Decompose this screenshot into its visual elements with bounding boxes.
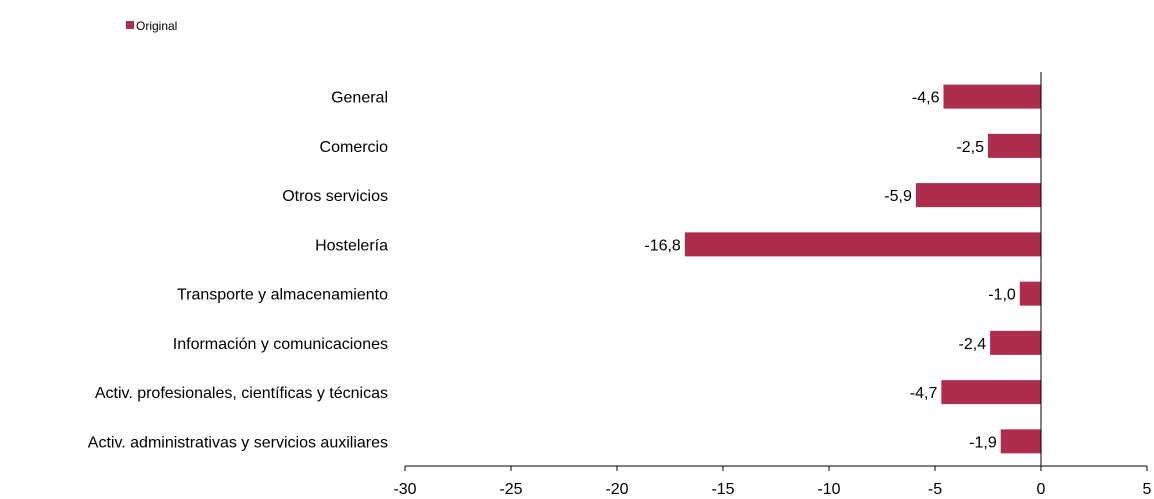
data-label: -2,4: [959, 336, 987, 353]
data-label: -16,8: [644, 237, 681, 254]
bar: [943, 84, 1041, 109]
category-label: Otros servicios: [282, 188, 388, 205]
legend-label: Original: [136, 19, 177, 33]
bar: [941, 380, 1041, 405]
x-tick-label: -15: [711, 481, 734, 498]
category-label: Hostelería: [315, 237, 388, 254]
x-tick-label: -10: [817, 481, 840, 498]
bar: [684, 232, 1041, 257]
x-tick-label: -5: [928, 481, 942, 498]
data-label: -4,7: [910, 385, 938, 402]
plot-area: General -4,6 Comercio -2,5 Otros servicios -5…: [88, 72, 1152, 498]
x-tick-label: -25: [499, 481, 522, 498]
legend: Original: [126, 19, 177, 33]
data-label: -1,0: [988, 287, 1016, 304]
category-label: Información y comunicaciones: [173, 336, 388, 353]
data-label: -5,9: [884, 188, 912, 205]
x-tick-label: -30: [393, 481, 416, 498]
bar: [915, 183, 1041, 208]
data-label: -1,9: [969, 434, 997, 451]
data-label: -2,5: [956, 139, 984, 156]
legend-swatch: [126, 21, 134, 29]
bar: [988, 133, 1041, 158]
bar: [1000, 429, 1041, 454]
x-tick-label: 0: [1037, 481, 1046, 498]
category-label: Transporte y almacenamiento: [177, 287, 388, 304]
x-tick-label: 5: [1143, 481, 1152, 498]
category-label: Activ. administrativas y servicios auxil…: [88, 434, 388, 451]
data-label: -4,6: [912, 90, 940, 107]
bar: [990, 330, 1041, 355]
category-label: General: [331, 90, 388, 107]
bar: [1019, 281, 1041, 306]
x-tick-label: -20: [605, 481, 628, 498]
category-label: Comercio: [320, 139, 389, 156]
category-label: Activ. profesionales, científicas y técn…: [95, 385, 388, 402]
